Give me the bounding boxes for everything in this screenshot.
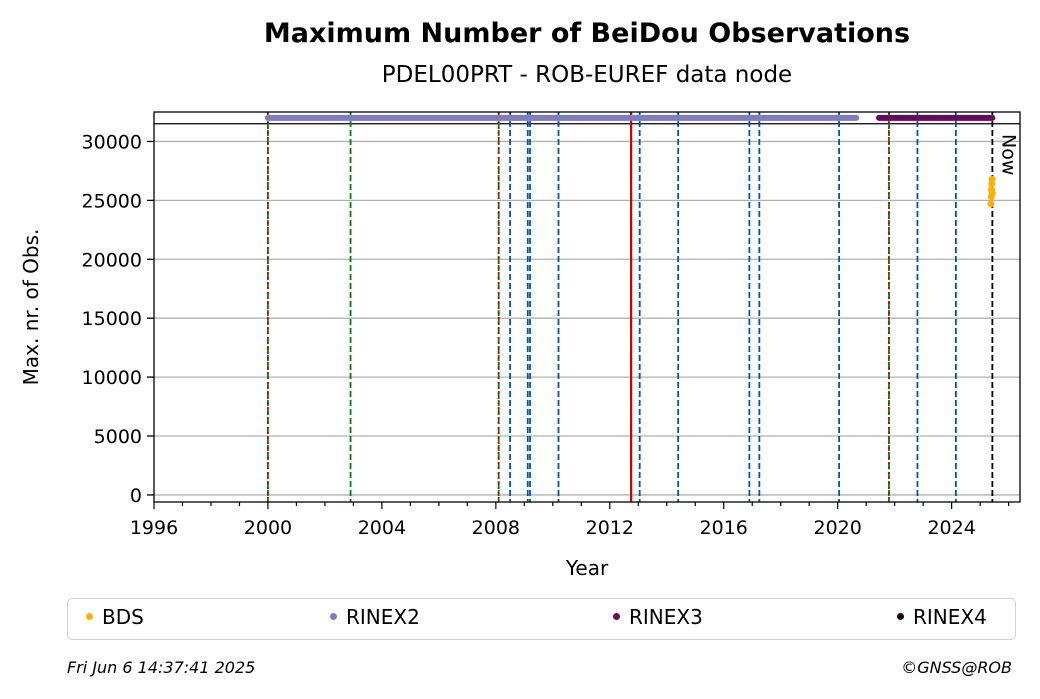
y-axis: 0 5000 10000 15000 20000 25000 30000 <box>82 131 154 507</box>
bds-marker-icon <box>86 613 93 620</box>
x-axis: 1996 2000 2004 2008 2012 2016 2020 2024 <box>130 502 1010 539</box>
event-lines <box>267 112 994 502</box>
rinex2-marker-icon <box>330 613 337 620</box>
y-tick-label-0: 0 <box>130 485 142 507</box>
series-0-point-0 <box>987 200 995 208</box>
grid <box>154 123 1020 496</box>
legend-item-rinex2: RINEX2 <box>330 605 420 629</box>
rinex3-marker-icon <box>613 613 620 620</box>
y-tick-label-6: 30000 <box>82 131 142 153</box>
x-tick-label-2: 2004 <box>358 517 406 539</box>
legend-item-rinex4: RINEX4 <box>897 605 987 629</box>
legend-label-rinex4: RINEX4 <box>913 605 987 629</box>
x-tick-label-1: 2000 <box>244 517 292 539</box>
now-label: Now <box>997 134 1019 175</box>
y-tick-label-4: 20000 <box>82 249 142 271</box>
x-tick-label-6: 2020 <box>814 517 862 539</box>
x-tick-label-7: 2024 <box>927 517 975 539</box>
series-0-point-5 <box>988 189 996 197</box>
x-tick-label-5: 2016 <box>700 517 748 539</box>
rinex4-marker-icon <box>897 613 904 620</box>
legend-item-bds: BDS <box>86 605 144 629</box>
x-tick-label-3: 2008 <box>472 517 520 539</box>
chart-title: Maximum Number of BeiDou Observations <box>264 18 910 49</box>
footer-timestamp: Fri Jun 6 14:37:41 2025 <box>67 658 256 677</box>
y-tick-label-3: 15000 <box>82 308 142 330</box>
y-tick-label-2: 10000 <box>82 367 142 389</box>
y-tick-label-5: 25000 <box>82 190 142 212</box>
plot-frame <box>153 111 1021 503</box>
legend-label-rinex3: RINEX3 <box>629 605 703 629</box>
legend-item-rinex3: RINEX3 <box>613 605 703 629</box>
legend-label-bds: BDS <box>102 605 144 629</box>
x-tick-label-0: 1996 <box>130 517 178 539</box>
legend: BDS RINEX2 RINEX3 RINEX4 <box>67 598 1016 640</box>
y-tick-label-1: 5000 <box>94 426 142 448</box>
legend-label-rinex2: RINEX2 <box>346 605 420 629</box>
y-axis-label: Max. nr. of Obs. <box>19 229 43 386</box>
chart-subtitle: PDEL00PRT - ROB-EUREF data node <box>382 62 792 88</box>
x-tick-label-4: 2012 <box>586 517 634 539</box>
series-layer <box>264 114 996 208</box>
x-axis-label: Year <box>565 556 609 580</box>
series-0-point-4 <box>988 175 996 183</box>
footer-credit: ©GNSS@ROB <box>901 658 1012 677</box>
